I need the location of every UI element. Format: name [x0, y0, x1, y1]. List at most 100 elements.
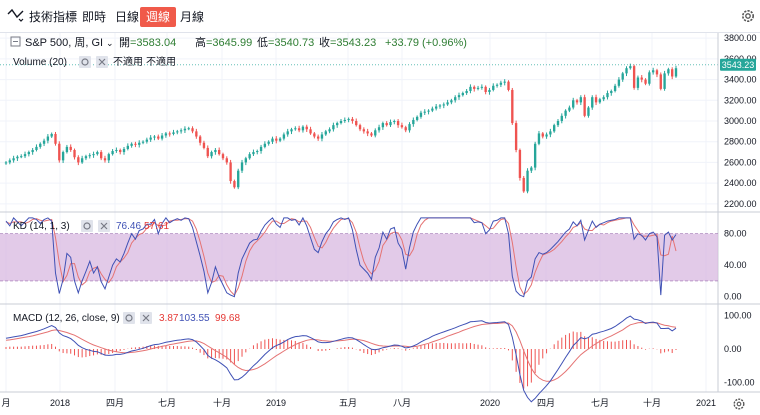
candle	[473, 85, 476, 92]
candle-body	[442, 104, 445, 106]
tab-weekly[interactable]: 週線	[140, 7, 177, 27]
candle-body	[393, 121, 396, 123]
kd-settings-icon[interactable]	[81, 220, 93, 232]
settings-gear-icon[interactable]	[740, 8, 756, 29]
candle-body	[316, 136, 320, 139]
candle	[4, 160, 8, 165]
candle-body	[183, 128, 187, 131]
candle-body	[377, 127, 381, 131]
candle	[187, 126, 190, 131]
close-value: =3543.23	[330, 37, 376, 49]
candle-body	[4, 162, 8, 164]
candle-body	[663, 73, 666, 89]
candle	[556, 119, 560, 128]
candle-body	[141, 141, 145, 143]
symbol-dropdown-icon[interactable]: ⌄	[106, 38, 114, 48]
volume-settings-icon[interactable]	[79, 56, 91, 68]
macd-close-icon[interactable]	[140, 312, 152, 324]
candle	[50, 132, 53, 138]
candle	[583, 94, 586, 118]
candle	[286, 128, 289, 137]
grid-lines	[0, 33, 718, 392]
candle-body	[92, 154, 95, 156]
symbol-collapse-icon[interactable]	[10, 36, 21, 47]
macd-settings-icon[interactable]	[123, 312, 135, 324]
candle-body	[263, 143, 267, 147]
ohlc-high: 高=3645.99	[195, 35, 252, 49]
candle-body	[259, 146, 263, 152]
candle-body	[629, 66, 632, 69]
candle	[465, 89, 468, 95]
price-tick-label: 3200.00	[724, 95, 757, 105]
candle-body	[545, 134, 548, 137]
candle-body	[537, 133, 541, 144]
candle-body	[297, 128, 301, 131]
symbol-label[interactable]: S&P 500, 周, GI	[25, 36, 103, 49]
candle-body	[233, 181, 236, 188]
candle	[427, 109, 430, 115]
candle	[651, 67, 655, 75]
indicators-icon[interactable]	[7, 8, 25, 27]
candle-body	[351, 118, 354, 121]
candle-body	[244, 158, 248, 163]
tab-realtime[interactable]: 即時	[82, 10, 107, 24]
candle	[514, 120, 518, 153]
candle	[617, 77, 621, 88]
stock-chart[interactable]: 2200.00 2400.00 2600.00 2800.00 3000.00 3200.…	[0, 33, 760, 415]
candle-body	[572, 100, 575, 108]
macd-signal-value: 99.68	[215, 313, 240, 324]
candle-body	[374, 130, 377, 136]
candle	[568, 105, 571, 113]
candle	[160, 133, 164, 141]
candle-body	[355, 121, 358, 126]
candle	[168, 131, 171, 137]
time-tick-label: 四月	[106, 398, 124, 408]
candle-body	[164, 133, 168, 136]
candle-body	[480, 86, 484, 88]
last-price-badge	[720, 58, 756, 71]
tab-daily[interactable]: 日線	[115, 10, 140, 24]
time-tick-label: 2019	[266, 398, 286, 408]
candle-body	[191, 128, 194, 132]
candle	[537, 130, 541, 146]
candle-body	[256, 151, 259, 153]
candle	[602, 95, 605, 102]
indicators-button[interactable]: 技術指標	[29, 10, 78, 24]
candle	[343, 117, 346, 123]
axis-settings-gear-icon[interactable]	[733, 398, 745, 410]
candle	[366, 128, 369, 137]
candle	[92, 151, 95, 158]
candle-body	[438, 105, 442, 107]
candle-body	[454, 97, 457, 101]
candle	[96, 150, 99, 156]
candle-body	[46, 136, 50, 141]
candle-body	[77, 157, 80, 163]
candle-body	[579, 97, 583, 103]
candle	[511, 87, 514, 125]
candle	[339, 119, 343, 125]
candle	[415, 115, 419, 122]
time-tick-label: 四月	[537, 398, 555, 408]
candle-body	[446, 102, 449, 105]
candle	[191, 126, 194, 134]
volume-close-icon[interactable]	[96, 56, 108, 68]
candle	[61, 150, 65, 164]
candle	[374, 128, 377, 138]
kd-close-icon[interactable]	[98, 220, 110, 232]
price-tick-label: 2600.00	[724, 157, 757, 167]
candle	[667, 67, 670, 76]
candle	[560, 113, 563, 124]
candle	[572, 97, 575, 110]
tab-monthly[interactable]: 月線	[180, 10, 205, 24]
candle-body	[594, 97, 598, 103]
candle-body	[503, 81, 506, 83]
candle-body	[556, 121, 560, 126]
candle-body	[225, 158, 228, 163]
candle-body	[122, 148, 126, 153]
candle-body	[221, 154, 225, 159]
candle	[507, 80, 510, 92]
candle	[385, 121, 388, 127]
candle-body	[427, 110, 430, 112]
candle	[278, 137, 282, 143]
candle	[522, 175, 525, 193]
